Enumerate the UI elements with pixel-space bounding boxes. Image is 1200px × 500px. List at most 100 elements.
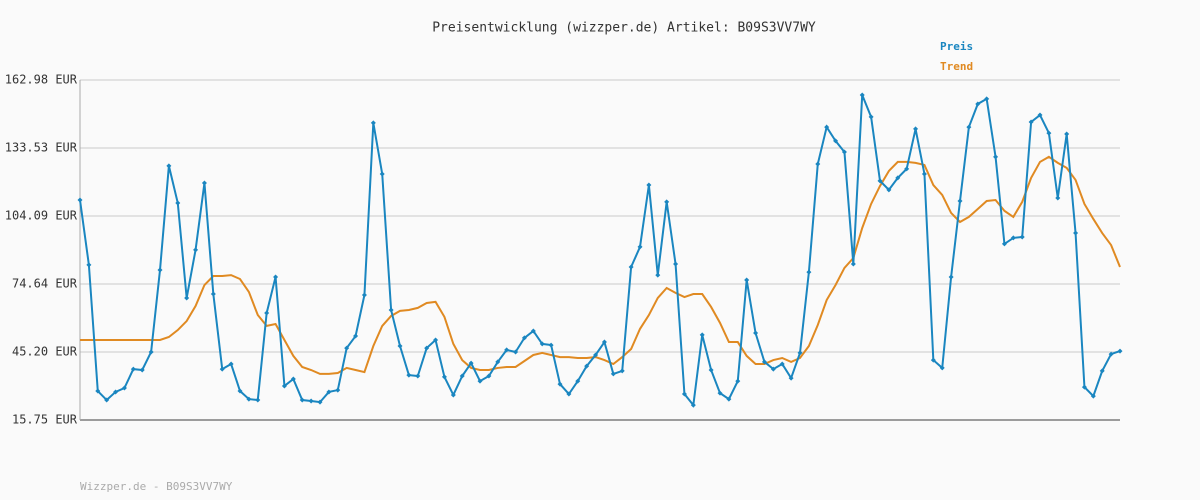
point <box>1046 130 1052 136</box>
point <box>201 180 207 186</box>
point <box>975 101 981 107</box>
point <box>708 367 714 373</box>
point <box>1108 351 1114 357</box>
point <box>77 197 83 203</box>
point <box>370 120 376 126</box>
point <box>859 92 865 98</box>
chart-title: Preisentwicklung (wizzper.de) Artikel: B… <box>432 21 816 36</box>
point <box>317 399 323 405</box>
point <box>655 272 661 278</box>
point <box>344 345 350 351</box>
point <box>726 396 732 402</box>
point <box>868 114 874 120</box>
point <box>273 274 279 280</box>
point <box>939 365 945 371</box>
point <box>761 359 767 365</box>
point <box>121 385 127 391</box>
point <box>415 373 421 379</box>
point <box>450 392 456 398</box>
point <box>833 138 839 144</box>
point <box>930 357 936 363</box>
point <box>308 398 314 404</box>
point <box>477 378 483 384</box>
point <box>966 124 972 130</box>
point <box>468 360 474 366</box>
point <box>681 391 687 397</box>
source: Wizzper.de - B09S3VV7WY <box>80 480 233 493</box>
y-tick-label: 133.53 EUR <box>5 141 78 155</box>
point <box>673 261 679 267</box>
y-tick-label: 74.64 EUR <box>12 277 78 291</box>
point <box>770 366 776 372</box>
point <box>406 372 412 378</box>
point <box>184 295 190 301</box>
point <box>610 371 616 377</box>
point <box>575 378 581 384</box>
point <box>753 330 759 336</box>
point <box>530 328 536 334</box>
y-tick-label: 15.75 EUR <box>12 413 78 427</box>
point <box>104 397 110 403</box>
point <box>1055 195 1061 201</box>
point <box>513 349 519 355</box>
point <box>1117 348 1123 354</box>
point <box>744 277 750 283</box>
point <box>459 373 465 379</box>
series-line <box>80 155 1121 375</box>
point <box>219 366 225 372</box>
y-tick-label: 104.09 EUR <box>5 208 78 222</box>
point <box>824 124 830 130</box>
point <box>166 163 172 169</box>
point <box>353 333 359 339</box>
legend-entry: Preis <box>940 40 973 53</box>
point <box>299 397 305 403</box>
point <box>913 126 919 132</box>
point <box>628 264 634 270</box>
point <box>886 187 892 193</box>
point <box>433 337 439 343</box>
point <box>619 368 625 374</box>
point <box>699 332 705 338</box>
point <box>646 182 652 188</box>
point <box>948 274 954 280</box>
point <box>664 199 670 205</box>
point <box>148 349 154 355</box>
point <box>895 175 901 181</box>
series-line <box>79 94 1121 408</box>
point <box>486 373 492 379</box>
point <box>157 267 163 273</box>
point <box>593 352 599 358</box>
point <box>361 292 367 298</box>
point <box>690 402 696 408</box>
point <box>326 389 332 395</box>
point <box>139 367 145 373</box>
point <box>584 363 590 369</box>
point <box>637 244 643 250</box>
point <box>504 347 510 353</box>
point <box>237 388 243 394</box>
point <box>904 166 910 172</box>
point <box>1010 235 1016 241</box>
point <box>841 149 847 155</box>
point <box>255 397 261 403</box>
y-tick-label: 162.98 EUR <box>5 73 78 87</box>
point <box>264 310 270 316</box>
point <box>717 390 723 396</box>
point <box>557 381 563 387</box>
point <box>228 361 234 367</box>
point <box>993 154 999 160</box>
point <box>806 269 812 275</box>
point <box>424 345 430 351</box>
point <box>601 339 607 345</box>
point <box>281 383 287 389</box>
point <box>1099 368 1105 374</box>
point <box>850 261 856 267</box>
point <box>921 171 927 177</box>
point <box>441 374 447 380</box>
point <box>984 96 990 102</box>
point <box>210 291 216 297</box>
point <box>735 378 741 384</box>
point <box>797 350 803 356</box>
